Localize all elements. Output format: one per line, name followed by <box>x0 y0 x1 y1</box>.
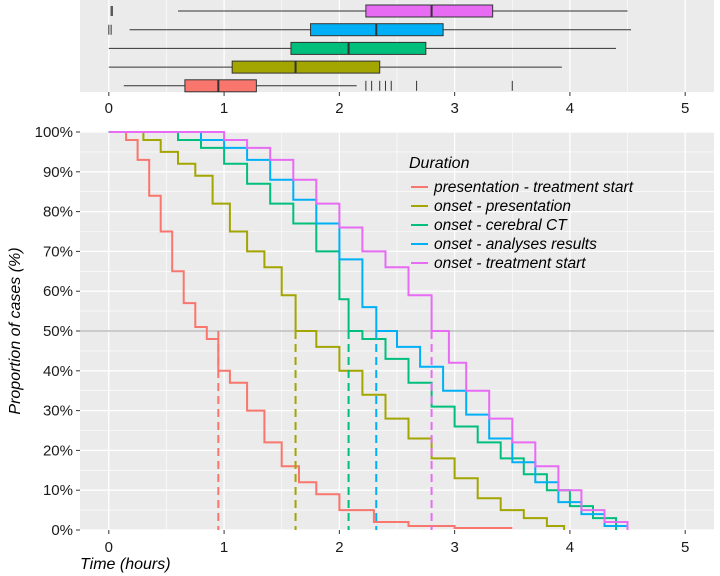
survival-y-ticks: 0% 10% 20% 30% 40% 50% 60% 70% 80% 90% 100% <box>35 124 80 539</box>
series-line-4 <box>108 131 629 530</box>
box-1 <box>108 23 632 37</box>
legend-label-3: onset - analyses results <box>434 236 597 253</box>
box-x-tick-label-1: 1 <box>220 100 228 117</box>
box-x-tick-label-0: 0 <box>105 100 113 117</box>
y-tick-label-20: 20% <box>43 442 73 459</box>
legend-label-0: presentation - treatment start <box>433 179 634 196</box>
legend-label-2: onset - cerebral CT <box>434 217 568 234</box>
y-tick-label-50: 50% <box>43 323 73 340</box>
box-3 <box>108 60 562 74</box>
y-axis-title: Proportion of cases (%) <box>7 247 24 414</box>
y-tick-label-10: 10% <box>43 482 73 499</box>
series-line-2 <box>108 131 617 530</box>
boxplot-grid <box>108 0 686 92</box>
survival-lines <box>108 131 629 530</box>
box-x-tick-label-5: 5 <box>681 100 689 117</box>
x-tick-label-3: 3 <box>450 539 458 556</box>
x-tick-label-4: 4 <box>566 539 574 556</box>
legend-label-4: onset - treatment start <box>434 255 586 272</box>
median-markers <box>217 331 433 530</box>
survival-x-ticks: 0 1 2 3 4 5 <box>105 530 689 556</box>
box-x-tick-label-3: 3 <box>450 100 458 117</box>
iqr-box <box>365 4 494 18</box>
boxplot-x-ticks: 0 1 2 3 4 5 <box>105 92 689 117</box>
y-tick-label-70: 70% <box>43 243 73 260</box>
box-0 <box>110 4 628 18</box>
y-tick-label-60: 60% <box>43 283 73 300</box>
x-tick-label-5: 5 <box>681 539 689 556</box>
iqr-box <box>184 79 257 93</box>
x-tick-label-2: 2 <box>335 539 343 556</box>
box-4 <box>123 79 513 93</box>
y-tick-label-30: 30% <box>43 403 73 420</box>
box-x-tick-label-2: 2 <box>335 100 343 117</box>
series-line-1 <box>108 131 566 530</box>
x-tick-label-1: 1 <box>220 539 228 556</box>
y-tick-label-40: 40% <box>43 363 73 380</box>
x-axis-title: Time (hours) <box>80 556 171 573</box>
iqr-box <box>290 41 427 55</box>
y-tick-label-90: 90% <box>43 164 73 181</box>
series-line-0 <box>108 131 513 529</box>
y-tick-label-80: 80% <box>43 204 73 221</box>
legend-label-1: onset - presentation <box>434 198 571 215</box>
x-tick-label-0: 0 <box>105 539 113 556</box>
iqr-box <box>231 60 381 74</box>
box-x-tick-label-4: 4 <box>566 100 574 117</box>
boxplot-marks <box>108 4 632 93</box>
legend-title: Duration <box>409 155 470 172</box>
survival-grid <box>80 131 714 531</box>
y-tick-label-100: 100% <box>35 124 73 141</box>
y-tick-label-0: 0% <box>51 522 73 539</box>
box-2 <box>108 41 617 55</box>
legend: Duration presentation - treatment start o… <box>409 155 634 272</box>
